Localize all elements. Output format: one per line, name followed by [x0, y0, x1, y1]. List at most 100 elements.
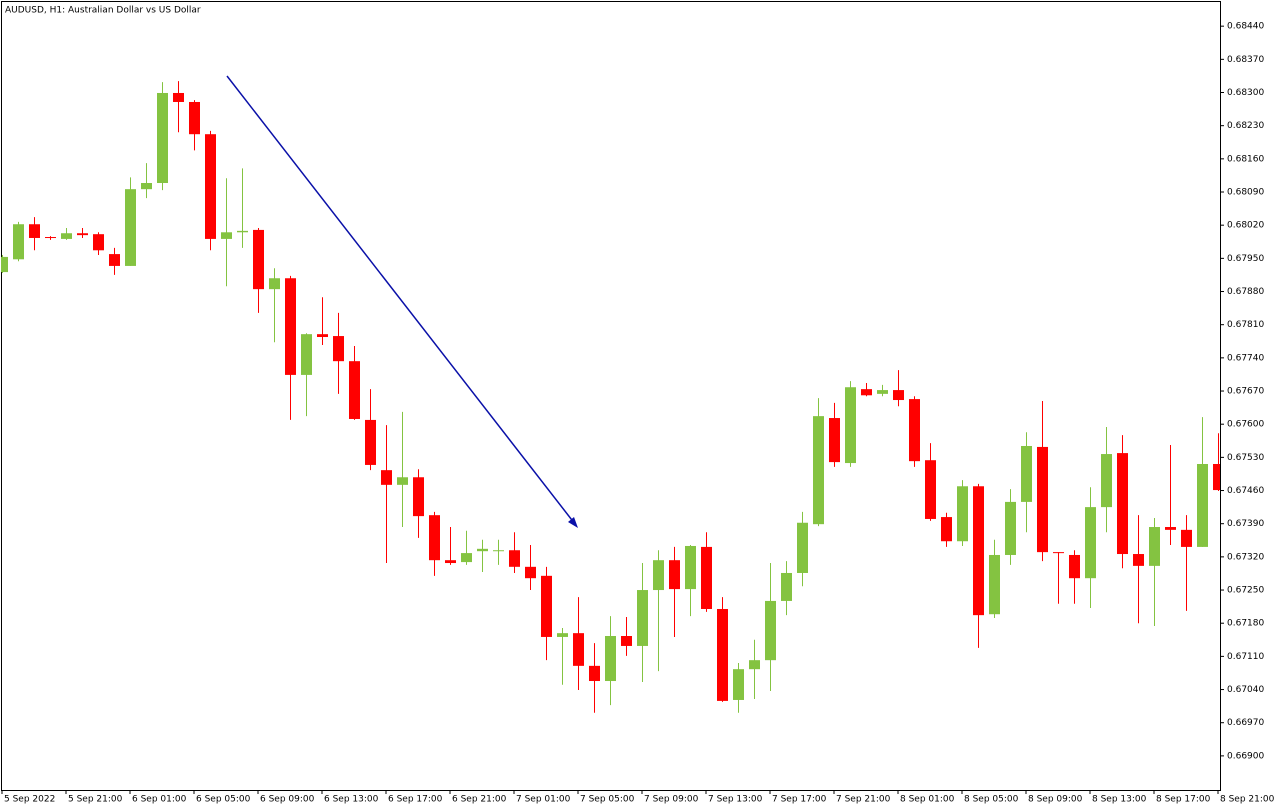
- candle-body: [653, 560, 664, 591]
- candle-body: [957, 486, 968, 542]
- candle-body: [509, 550, 520, 567]
- plot-frame: [1, 1, 1221, 791]
- candle-body: [1101, 454, 1112, 508]
- candle-body: [1085, 507, 1096, 579]
- y-tick-label: 0.67320: [1227, 552, 1264, 562]
- candle-body: [285, 278, 296, 375]
- candle-body: [525, 566, 536, 579]
- candle-body: [589, 665, 600, 682]
- candle-body: [1149, 527, 1160, 566]
- candles: [1, 81, 1220, 713]
- candle-body: [1021, 445, 1032, 502]
- candle-body: [477, 548, 488, 552]
- x-tick-label: 6 Sep 17:00: [388, 795, 443, 805]
- x-tick-label: 6 Sep 13:00: [324, 795, 379, 805]
- y-tick-label: 0.67950: [1227, 254, 1264, 264]
- candle-body: [1037, 446, 1048, 553]
- candle-body: [941, 517, 952, 542]
- y-tick-label: 0.68160: [1227, 154, 1264, 164]
- candle-body: [301, 334, 312, 375]
- candle-body: [685, 545, 696, 590]
- x-tick-label: 8 Sep 21:00: [1220, 795, 1274, 805]
- y-tick-label: 0.67530: [1227, 453, 1264, 463]
- candle-body: [189, 101, 200, 135]
- y-tick-label: 0.67180: [1227, 619, 1264, 629]
- x-tick-label: 8 Sep 05:00: [964, 795, 1019, 805]
- candle-body: [733, 669, 744, 700]
- candle-body: [397, 477, 408, 485]
- y-tick-label: 0.67810: [1227, 320, 1264, 330]
- candle-body: [701, 546, 712, 609]
- candle-body: [989, 554, 1000, 615]
- candle-body: [1213, 463, 1220, 491]
- candle-body: [973, 486, 984, 616]
- candle-body: [93, 234, 104, 251]
- y-tick-label: 0.67600: [1227, 420, 1264, 430]
- candle-body: [557, 633, 568, 637]
- x-tick-label: 7 Sep 13:00: [708, 795, 763, 805]
- y-tick-label: 0.67390: [1227, 519, 1264, 529]
- candle-body: [605, 636, 616, 682]
- y-tick-label: 0.67250: [1227, 586, 1264, 596]
- candle-body: [205, 134, 216, 239]
- candle-body: [61, 233, 72, 239]
- candle-body: [797, 522, 808, 573]
- y-tick-label: 0.68370: [1227, 55, 1264, 65]
- x-tick-label: 6 Sep 05:00: [196, 795, 251, 805]
- candle-body: [861, 389, 872, 396]
- candle-body: [109, 254, 120, 266]
- candle-body: [765, 600, 776, 661]
- candle-body: [781, 572, 792, 601]
- y-tick-label: 0.67110: [1227, 652, 1264, 662]
- candle-body: [1005, 501, 1016, 555]
- candle-body: [845, 387, 856, 464]
- y-tick-label: 0.67880: [1227, 287, 1264, 297]
- candle-body: [877, 390, 888, 394]
- candle-body: [429, 515, 440, 561]
- candle-body: [157, 92, 168, 184]
- candle-body: [1181, 529, 1192, 547]
- x-tick-label: 6 Sep 01:00: [132, 795, 187, 805]
- candle-body: [445, 560, 456, 564]
- candle-body: [829, 418, 840, 463]
- y-tick-label: 0.67040: [1227, 685, 1264, 695]
- candle-body: [1053, 552, 1064, 554]
- x-tick-label: 6 Sep 09:00: [260, 795, 315, 805]
- candle-body: [269, 278, 280, 290]
- x-tick-label: 5 Sep 21:00: [68, 795, 123, 805]
- arrow-head: [568, 517, 578, 528]
- candle-body: [1165, 527, 1176, 530]
- candle-body: [333, 336, 344, 362]
- candle-body: [1117, 453, 1128, 555]
- x-tick-label: 8 Sep 13:00: [1092, 795, 1147, 805]
- candle-body: [125, 189, 136, 266]
- x-tick-label: 7 Sep 09:00: [644, 795, 699, 805]
- x-tick-label: 7 Sep 01:00: [516, 795, 571, 805]
- x-tick-label: 8 Sep 01:00: [900, 795, 955, 805]
- candle-body: [749, 660, 760, 670]
- candle-body: [493, 550, 504, 552]
- candle-body: [29, 224, 40, 238]
- candle-body: [173, 92, 184, 102]
- candle-body: [1133, 554, 1144, 566]
- chart-title: AUDUSD, H1: Australian Dollar vs US Doll…: [5, 6, 201, 16]
- y-tick-label: 0.68090: [1227, 188, 1264, 198]
- candle-body: [365, 419, 376, 465]
- y-tick-label: 0.67460: [1227, 486, 1264, 496]
- y-tick-label: 0.66970: [1227, 718, 1264, 728]
- candle-body: [221, 232, 232, 239]
- y-tick-label: 0.67670: [1227, 387, 1264, 397]
- candle-body: [637, 590, 648, 646]
- candle-body: [253, 229, 264, 290]
- candle-body: [381, 470, 392, 485]
- candle-body: [413, 477, 424, 517]
- candle-body: [461, 553, 472, 563]
- y-tick-label: 0.68300: [1227, 88, 1264, 98]
- candle-body: [813, 416, 824, 525]
- x-tick-label: 8 Sep 09:00: [1028, 795, 1083, 805]
- candle-body: [669, 560, 680, 590]
- candle-body: [141, 183, 152, 190]
- candle-body: [317, 334, 328, 338]
- candle-body: [573, 633, 584, 666]
